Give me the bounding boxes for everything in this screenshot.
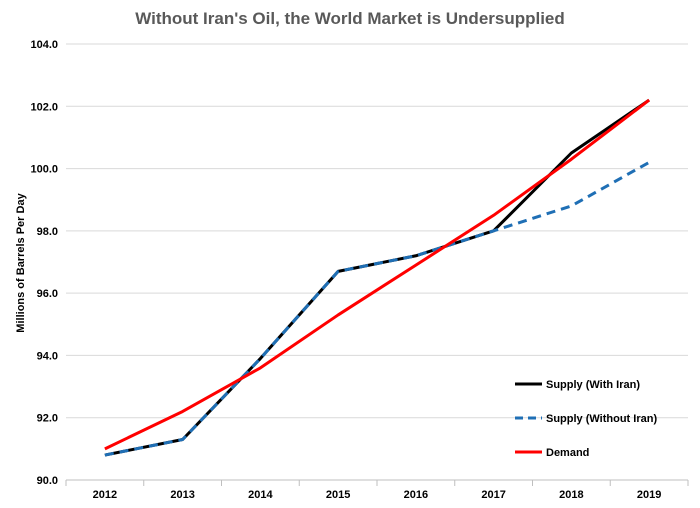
y-tick-label: 102.0 bbox=[30, 101, 58, 113]
y-tick-label: 100.0 bbox=[30, 164, 58, 176]
x-tick-label: 2014 bbox=[248, 489, 273, 501]
x-tick-labels: 2012 2013 2014 2015 2016 2017 2018 2019 bbox=[93, 489, 662, 501]
y-tick-label: 90.0 bbox=[37, 475, 58, 487]
x-tick-label: 2016 bbox=[404, 489, 428, 501]
y-tick-label: 92.0 bbox=[37, 413, 58, 425]
legend-label: Demand bbox=[546, 447, 589, 459]
series-line-demand bbox=[104, 98, 651, 451]
series-line-supply-without-iran bbox=[104, 161, 650, 457]
x-tick-label: 2012 bbox=[93, 489, 117, 501]
x-tick-label: 2019 bbox=[637, 489, 661, 501]
x-tick-label: 2018 bbox=[559, 489, 583, 501]
x-tick-label: 2013 bbox=[170, 489, 194, 501]
series-lines bbox=[104, 98, 651, 457]
y-tick-label: 104.0 bbox=[30, 39, 58, 51]
chart-title: Without Iran's Oil, the World Market is … bbox=[135, 9, 565, 28]
gridlines bbox=[66, 43, 688, 419]
series-line-supply-with-iran bbox=[104, 98, 650, 457]
legend-label: Supply (With Iran) bbox=[546, 379, 640, 391]
x-tick-label: 2015 bbox=[326, 489, 350, 501]
y-tick-label: 94.0 bbox=[37, 350, 58, 362]
y-tick-label: 98.0 bbox=[37, 226, 58, 238]
y-axis-title: Millions of Barrels Per Day bbox=[15, 192, 27, 332]
legend-label: Supply (Without Iran) bbox=[546, 413, 657, 425]
y-tick-label: 96.0 bbox=[37, 288, 58, 300]
legend: Supply (With Iran) Supply (Without Iran) D… bbox=[515, 379, 657, 459]
x-tick-label: 2017 bbox=[481, 489, 505, 501]
y-tick-labels: 90.0 92.0 94.0 96.0 98.0 100.0 102.0 104.0 bbox=[30, 39, 58, 487]
axes bbox=[65, 479, 689, 486]
